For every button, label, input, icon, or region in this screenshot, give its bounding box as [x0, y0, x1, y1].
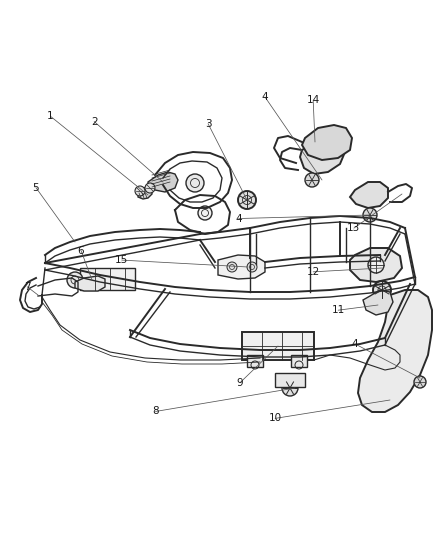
Polygon shape — [363, 290, 393, 315]
Polygon shape — [358, 290, 432, 412]
Circle shape — [198, 206, 212, 220]
Circle shape — [282, 380, 298, 396]
Circle shape — [305, 173, 319, 187]
FancyBboxPatch shape — [80, 268, 135, 290]
Text: 5: 5 — [32, 183, 39, 192]
Polygon shape — [75, 276, 105, 291]
Text: 9: 9 — [237, 378, 244, 387]
Circle shape — [135, 186, 145, 196]
Text: 10: 10 — [268, 414, 282, 423]
Text: 13: 13 — [347, 223, 360, 233]
Polygon shape — [302, 125, 352, 160]
Circle shape — [67, 272, 83, 288]
Text: 11: 11 — [332, 305, 345, 315]
FancyBboxPatch shape — [247, 355, 263, 367]
Polygon shape — [148, 172, 178, 192]
Text: 1: 1 — [47, 111, 54, 121]
Polygon shape — [350, 248, 402, 282]
Circle shape — [186, 174, 204, 192]
FancyBboxPatch shape — [275, 373, 305, 387]
Text: 15: 15 — [115, 255, 128, 265]
Circle shape — [414, 376, 426, 388]
Text: 4: 4 — [351, 339, 358, 349]
Polygon shape — [218, 255, 265, 279]
FancyBboxPatch shape — [291, 355, 307, 367]
Polygon shape — [138, 187, 152, 199]
Circle shape — [368, 257, 384, 273]
Polygon shape — [350, 182, 388, 208]
Text: 4: 4 — [235, 214, 242, 223]
Text: 7: 7 — [24, 282, 31, 292]
Polygon shape — [300, 138, 345, 174]
Circle shape — [145, 183, 155, 193]
Text: 8: 8 — [152, 407, 159, 416]
Circle shape — [363, 208, 377, 222]
Text: 14: 14 — [307, 95, 320, 105]
FancyBboxPatch shape — [242, 332, 314, 360]
Text: 2: 2 — [91, 117, 98, 126]
Text: 3: 3 — [205, 119, 212, 128]
Circle shape — [373, 281, 391, 299]
Circle shape — [247, 262, 257, 272]
Circle shape — [227, 262, 237, 272]
Text: 12: 12 — [307, 267, 320, 277]
Text: 6: 6 — [78, 246, 85, 255]
Circle shape — [238, 191, 256, 209]
Text: 4: 4 — [261, 92, 268, 102]
